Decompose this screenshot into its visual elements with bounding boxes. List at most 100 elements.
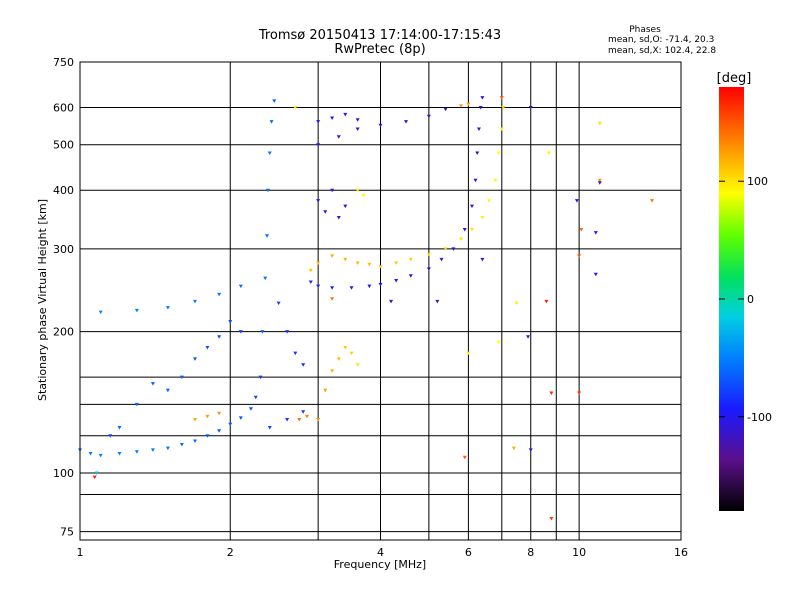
- data-point: [193, 439, 198, 443]
- x-tick-label: 6: [465, 546, 472, 559]
- data-point: [577, 254, 582, 258]
- data-point: [499, 127, 504, 132]
- data-point: [248, 407, 253, 411]
- data-point: [258, 375, 263, 380]
- data-point: [355, 261, 360, 265]
- data-point: [480, 215, 485, 220]
- data-point: [205, 346, 210, 350]
- data-point: [265, 188, 270, 193]
- data-point: [293, 106, 298, 110]
- data-point: [349, 351, 354, 356]
- x-tick-label: 8: [527, 546, 534, 559]
- data-point: [193, 417, 198, 422]
- chart-title: Tromsø 20150413 17:14:00-17:15:43: [258, 28, 501, 43]
- data-point: [308, 268, 313, 273]
- data-point: [217, 411, 222, 416]
- data-point: [330, 369, 335, 373]
- data-point: [426, 114, 431, 119]
- data-point: [549, 391, 554, 396]
- data-point: [574, 199, 579, 203]
- data-point: [355, 188, 360, 193]
- data-point: [593, 272, 598, 277]
- data-point: [265, 234, 270, 238]
- data-point: [297, 417, 302, 422]
- data-point: [493, 178, 498, 183]
- data-point: [179, 375, 184, 380]
- data-point: [108, 434, 113, 438]
- plot-frame: [79, 61, 682, 541]
- data-point: [462, 227, 467, 232]
- data-point: [466, 351, 471, 356]
- data-point: [577, 391, 582, 396]
- y-tick-label: 100: [53, 467, 74, 480]
- data-point: [579, 227, 584, 232]
- data-point: [443, 247, 448, 251]
- data-point: [355, 363, 360, 367]
- data-point: [285, 417, 290, 422]
- legend: Phases mean, sd,O: -71.4, 20.3 mean, sd,…: [608, 25, 716, 56]
- data-point: [92, 475, 97, 480]
- data-point: [330, 254, 335, 258]
- y-tick-label: 750: [53, 56, 74, 69]
- data-point: [330, 297, 335, 301]
- colorbar: [deg] 100 0 -100: [717, 71, 772, 511]
- x-tick-label: 2: [227, 546, 234, 559]
- data-point: [150, 448, 155, 452]
- x-tick-label: 16: [674, 546, 688, 559]
- data-point: [378, 123, 383, 128]
- data-point: [435, 299, 440, 304]
- data-point: [253, 395, 258, 400]
- data-point: [272, 99, 277, 103]
- data-point: [269, 120, 274, 124]
- data-point: [98, 453, 103, 458]
- data-point: [404, 120, 409, 124]
- data-point: [343, 257, 348, 262]
- data-point: [650, 199, 655, 203]
- data-point: [514, 301, 519, 306]
- data-point: [205, 434, 210, 438]
- data-point: [276, 301, 281, 306]
- x-axis-label: Frequency [MHz]: [334, 558, 426, 571]
- data-point: [205, 414, 210, 419]
- data-point: [408, 257, 413, 262]
- data-point: [499, 96, 504, 100]
- data-point: [597, 121, 602, 126]
- data-point: [462, 455, 467, 460]
- colorbar-tick-label: 0: [747, 293, 754, 306]
- data-point: [228, 320, 233, 324]
- data-point: [597, 178, 602, 183]
- axis-ticks: 1 2 4 6 8 10 16 75 100 200 300 400 500 600 750: [53, 56, 688, 559]
- data-point: [593, 231, 598, 235]
- data-point: [285, 330, 290, 334]
- data-point: [511, 446, 516, 451]
- data-point: [343, 204, 348, 209]
- data-point: [496, 340, 501, 345]
- data-point: [408, 274, 413, 278]
- data-point: [394, 278, 399, 283]
- y-axis-label: Stationary phase Virtual Height [km]: [36, 199, 49, 401]
- data-point: [367, 284, 372, 289]
- y-tick-label: 300: [53, 243, 74, 256]
- data-point: [316, 284, 321, 289]
- grid: [80, 62, 681, 540]
- data-point: [316, 143, 321, 147]
- x-tick-label: 1: [77, 546, 84, 559]
- y-tick-label: 600: [53, 102, 74, 115]
- data-point: [316, 261, 321, 265]
- data-point: [330, 116, 335, 120]
- data-point: [469, 227, 474, 232]
- data-point: [193, 299, 198, 304]
- data-point: [451, 247, 456, 251]
- data-point: [150, 382, 155, 386]
- data-point: [480, 96, 485, 100]
- data-point: [476, 127, 481, 132]
- data-point: [301, 410, 306, 414]
- data-point: [134, 450, 139, 454]
- data-point: [193, 357, 198, 361]
- data-point: [378, 282, 383, 287]
- legend-line-x: mean, sd,X: 102.4, 22.8: [608, 46, 716, 56]
- colorbar-ticks: 100 0 -100: [719, 175, 772, 424]
- data-point: [134, 402, 139, 407]
- data-point: [426, 252, 431, 257]
- x-tick-label: 10: [572, 546, 586, 559]
